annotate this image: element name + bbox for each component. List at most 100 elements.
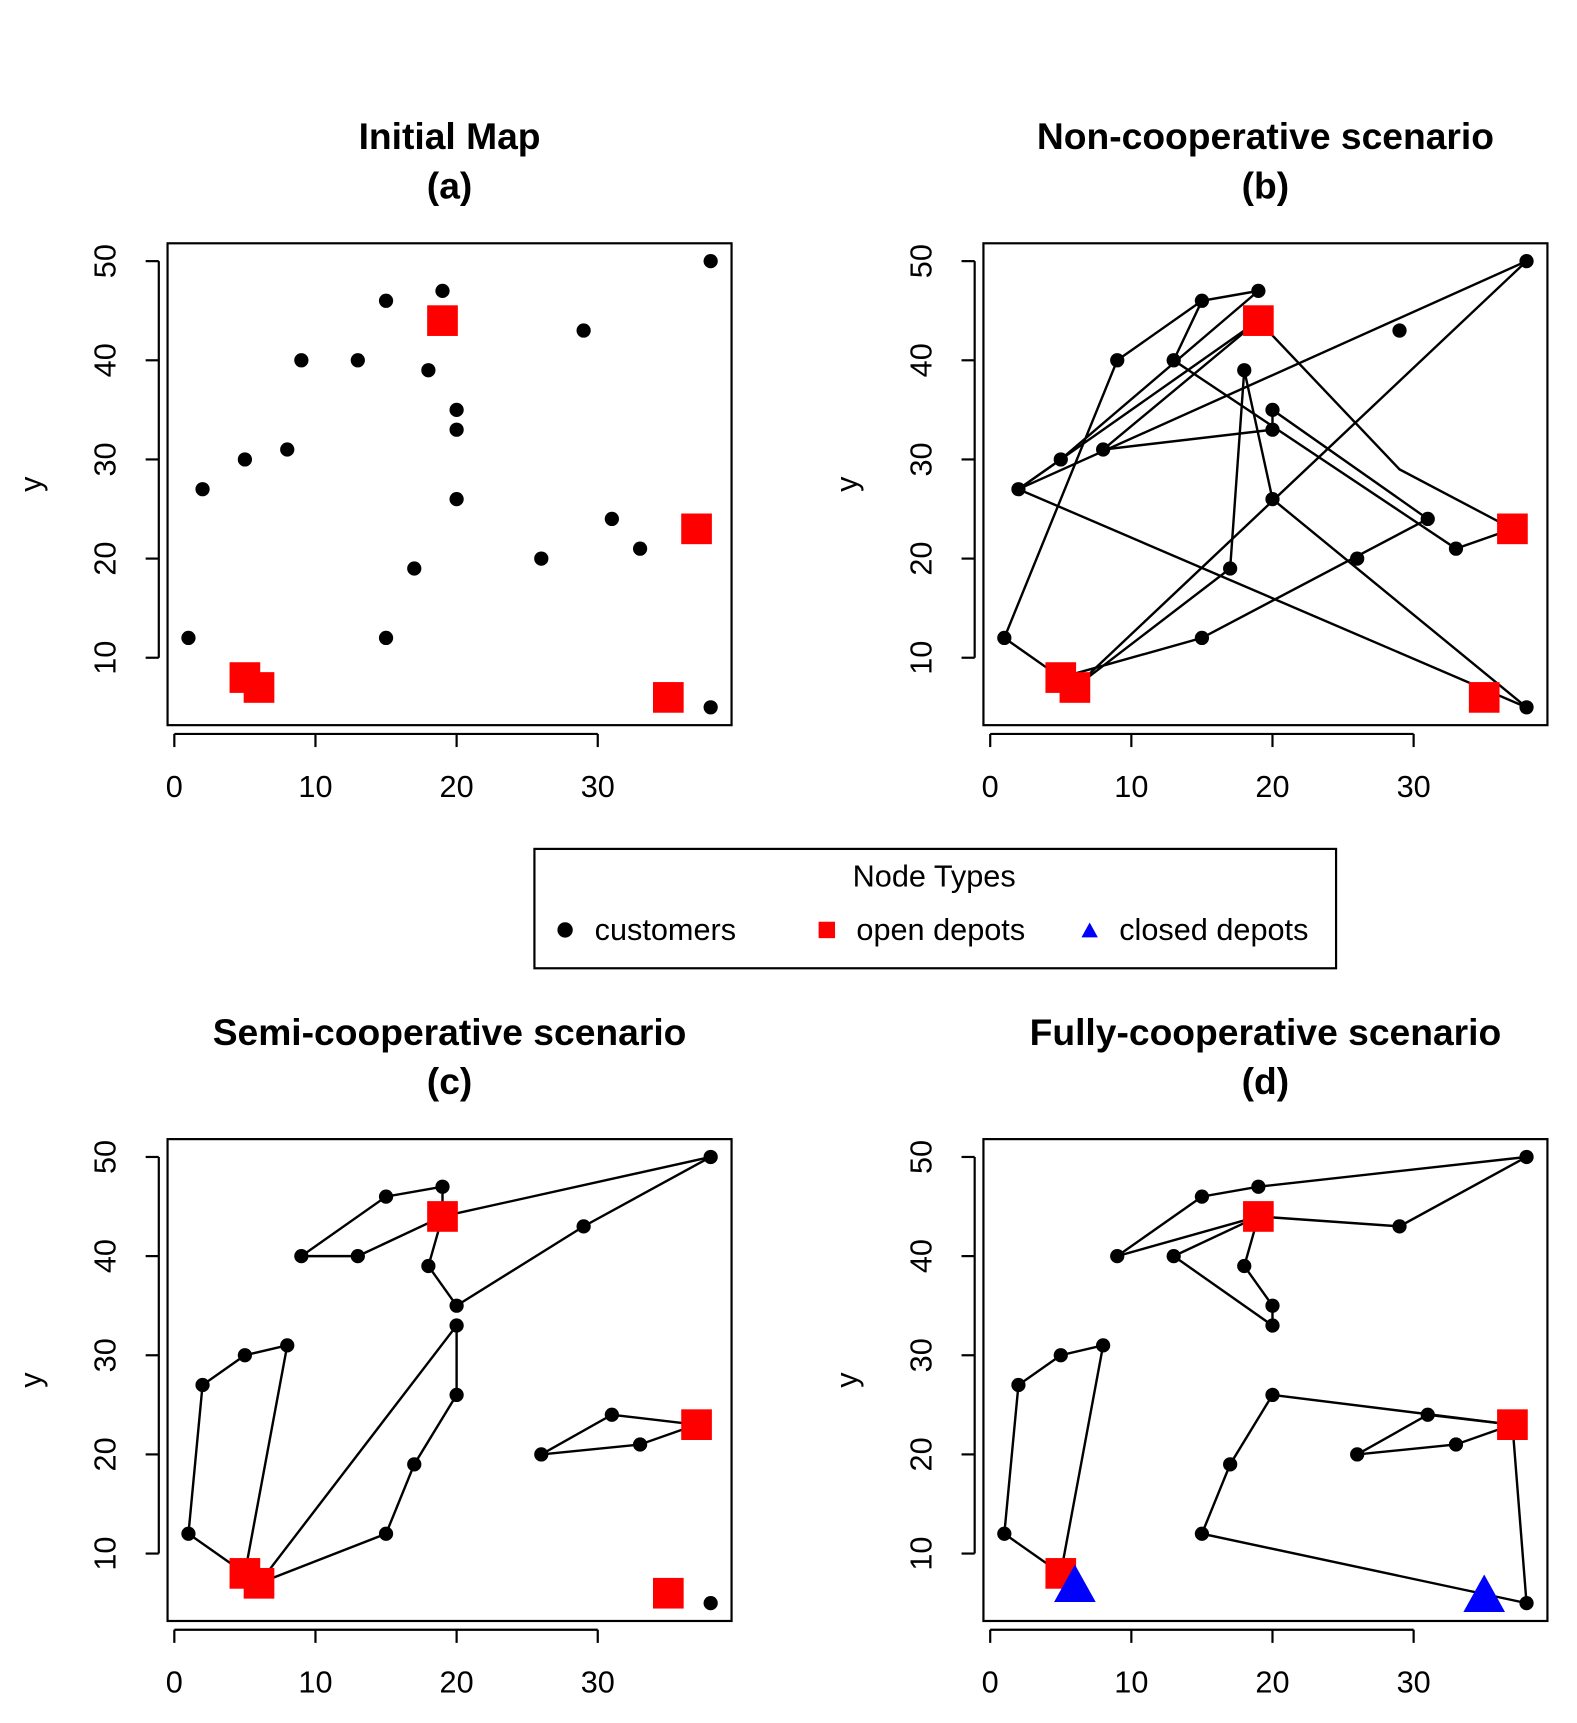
customer-point <box>1448 1437 1464 1452</box>
customer-point <box>1053 452 1068 467</box>
customer-point <box>1237 363 1252 378</box>
open-depot <box>1497 513 1528 545</box>
x-tick-label: 30 <box>581 1666 615 1700</box>
y-tick-label: 50 <box>88 244 122 278</box>
panel-subtitle: (b) <box>1242 164 1290 206</box>
customer-point <box>576 1219 591 1234</box>
customer-point <box>1194 293 1210 308</box>
customer-point <box>1265 1387 1280 1403</box>
customer-point <box>195 1377 210 1393</box>
y-tick-label: 30 <box>904 442 938 476</box>
customer-point <box>703 254 718 269</box>
customer-point <box>534 1447 549 1462</box>
open-depot <box>652 682 684 713</box>
legend-marker <box>1081 922 1098 938</box>
open-depot <box>681 513 712 545</box>
customer-point <box>294 353 309 368</box>
customer-point <box>703 1149 718 1165</box>
customer-point <box>1011 482 1026 497</box>
route <box>427 1155 712 1308</box>
customer-point <box>294 1248 309 1264</box>
open-depot <box>1059 672 1091 703</box>
customer-point <box>1053 1348 1068 1363</box>
customer-point <box>237 1348 253 1363</box>
legend-marker <box>818 921 836 939</box>
customer-point <box>1392 1219 1407 1234</box>
x-tick-label: 10 <box>1114 1666 1148 1700</box>
customer-point <box>1265 402 1280 417</box>
customer-point <box>378 293 394 308</box>
customer-point <box>1166 1248 1181 1264</box>
customer-point <box>1265 1318 1280 1333</box>
y-tick-label: 50 <box>904 244 938 278</box>
route <box>297 1185 444 1258</box>
customer-point <box>378 1526 394 1541</box>
customer-point <box>280 1338 295 1353</box>
x-tick-label: 20 <box>440 770 474 804</box>
y-tick-label: 40 <box>904 1239 938 1273</box>
y-axis-label: y <box>14 476 48 492</box>
plot-box <box>166 1138 733 1623</box>
customer-point <box>181 630 196 646</box>
customer-point <box>1519 1596 1534 1611</box>
customer-point <box>181 1526 196 1541</box>
x-tick-label: 0 <box>982 1666 999 1700</box>
open-depot <box>652 1577 684 1609</box>
x-tick-label: 30 <box>581 770 615 804</box>
customer-point <box>1392 323 1407 338</box>
customer-point <box>1519 700 1534 715</box>
y-tick-label: 10 <box>88 641 122 675</box>
customer-point <box>1194 1526 1210 1541</box>
x-tick-label: 0 <box>166 1666 183 1700</box>
panel-subtitle: (c) <box>427 1060 473 1102</box>
customer-point <box>449 1318 464 1333</box>
customer-point <box>449 422 464 437</box>
customer-point <box>632 1437 648 1452</box>
customer-point <box>576 323 591 338</box>
customer-point <box>1223 561 1238 576</box>
y-tick-label: 20 <box>904 542 938 576</box>
customer-point <box>1265 422 1280 437</box>
panel-title: Semi-cooperative scenario <box>213 1011 687 1053</box>
y-axis-label: y <box>830 476 864 492</box>
customer-point <box>1420 511 1435 527</box>
customer-point <box>604 511 619 527</box>
customer-point <box>449 1298 464 1313</box>
customer-point <box>1420 1407 1435 1422</box>
y-tick-label: 40 <box>88 343 122 377</box>
y-tick-label: 10 <box>904 1537 938 1571</box>
route <box>187 1343 289 1575</box>
y-tick-label: 30 <box>904 1338 938 1372</box>
customer-point <box>1194 630 1210 646</box>
customer-point <box>1110 1248 1125 1264</box>
panel-title: Non-cooperative scenario <box>1037 115 1494 157</box>
route <box>1171 1215 1274 1328</box>
panel-subtitle: (a) <box>427 164 473 206</box>
route <box>1017 260 1528 689</box>
customer-point <box>703 1596 718 1611</box>
customer-point <box>407 1457 422 1472</box>
legend-label: closed depots <box>1119 913 1308 947</box>
customer-point <box>703 700 718 715</box>
customer-point <box>632 541 648 556</box>
y-tick-label: 20 <box>904 1437 938 1471</box>
customer-point <box>350 1248 365 1264</box>
route <box>1116 1155 1528 1258</box>
customer-point <box>534 551 549 566</box>
legend-box <box>533 847 1338 970</box>
y-tick-label: 40 <box>904 343 938 377</box>
x-tick-label: 30 <box>1397 770 1431 804</box>
open-depot <box>243 1567 275 1599</box>
route <box>1200 1393 1528 1605</box>
open-depot <box>681 1409 712 1440</box>
x-tick-label: 10 <box>298 770 332 804</box>
panel-subtitle: (d) <box>1242 1060 1290 1102</box>
customer-point <box>997 1526 1012 1541</box>
customer-point <box>421 363 436 378</box>
open-depot <box>427 305 458 336</box>
route <box>1172 300 1516 551</box>
open-depot <box>1468 682 1500 713</box>
legend-title: Node Types <box>853 860 1016 894</box>
panel-title: Fully-cooperative scenario <box>1030 1011 1502 1053</box>
